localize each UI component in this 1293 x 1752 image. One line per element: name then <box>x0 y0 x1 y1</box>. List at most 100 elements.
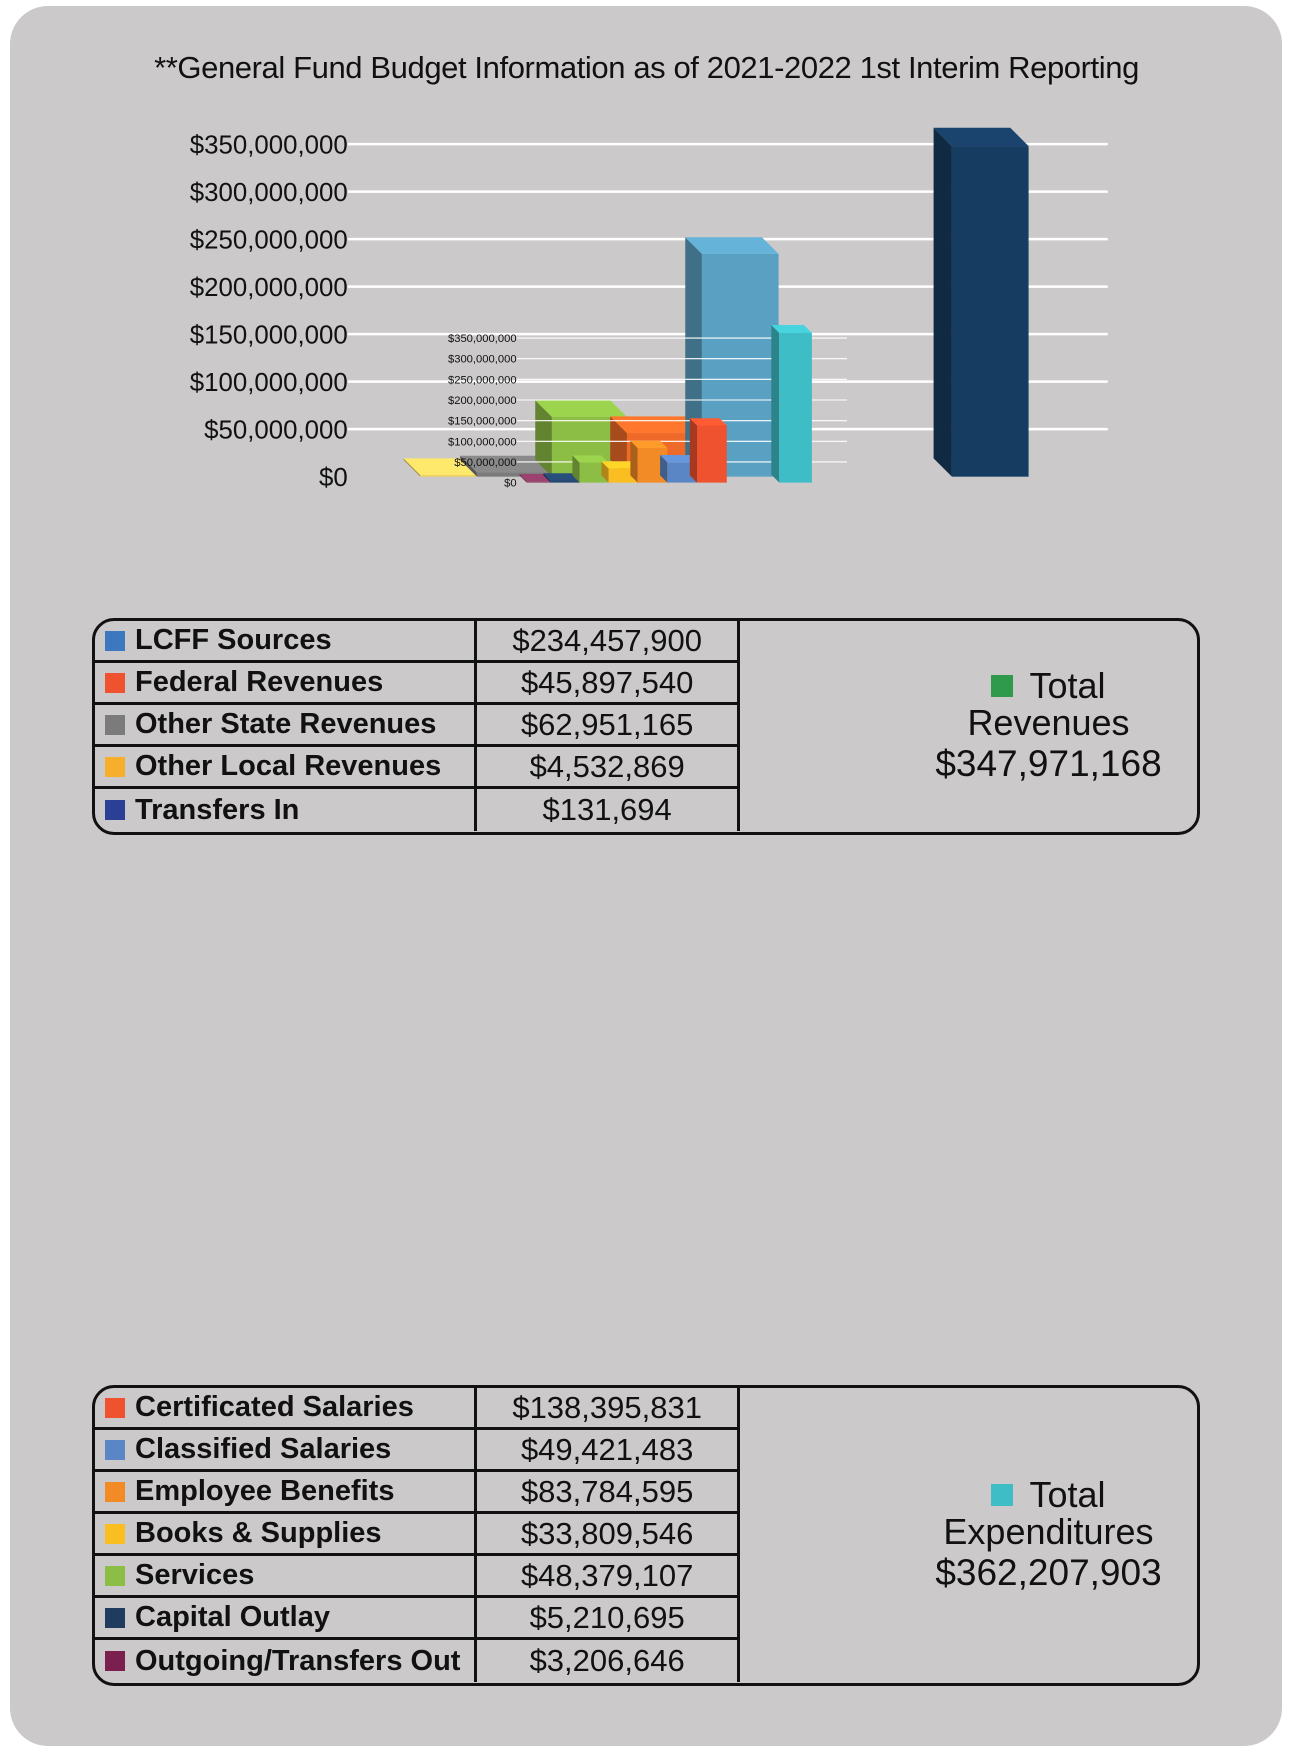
revenues-row-label: Other Local Revenues <box>135 750 442 782</box>
bar-front-face <box>526 481 551 483</box>
bar-front-face <box>951 146 1029 477</box>
expenditures-row-label: Certificated Salaries <box>135 1391 414 1423</box>
expenditures-row-label-cell: Certificated Salaries <box>95 1388 478 1427</box>
expenditures-legend-swatch <box>105 1607 125 1628</box>
y-tick-label: $300,000,000 <box>448 354 517 366</box>
bar-total-expenditures <box>771 325 812 483</box>
bar-side-face <box>689 418 698 483</box>
bar-top-face <box>933 127 1029 147</box>
revenues-legend-swatch <box>105 630 125 651</box>
bar-front-face <box>667 462 698 483</box>
y-tick-label: $0 <box>504 478 516 490</box>
total-revenues-value: $347,971,168 <box>935 742 1162 784</box>
revenues-row-value: $45,897,540 <box>477 663 740 702</box>
expenditures-row-label-cell: Classified Salaries <box>95 1430 478 1469</box>
bar-front-face <box>476 472 552 477</box>
bar-top-face <box>535 400 627 417</box>
expenditures-row-label-cell: Books & Supplies <box>95 1514 478 1553</box>
expenditures-rows: Certificated Salaries $138,395,831 Classif… <box>95 1388 740 1682</box>
total-revenues-label-2: Revenues <box>967 701 1130 743</box>
revenues-row-label-cell: Other Local Revenues <box>95 747 478 786</box>
expenditures-row-label: Capital Outlay <box>135 1601 330 1633</box>
revenues-legend-swatch <box>105 714 125 735</box>
total-expenditures-swatch <box>991 1483 1014 1506</box>
bar-top-face <box>543 473 580 481</box>
revenues-row: Other State Revenues $62,951,165 <box>95 705 740 747</box>
total-expenditures-label: Total <box>1029 1473 1106 1515</box>
revenues-row-label: Other State Revenues <box>135 708 437 740</box>
revenues-row-value: $131,694 <box>477 789 740 831</box>
total-expenditures-label-2: Expenditures <box>943 1510 1154 1552</box>
y-tick-label: $250,000,000 <box>190 226 348 254</box>
bar-top-face <box>403 458 477 475</box>
bar-side-face <box>601 461 609 483</box>
bar-side-face <box>519 474 527 483</box>
revenues-row-value: $4,532,869 <box>477 747 740 786</box>
expenditures-row-label-cell: Employee Benefits <box>95 1472 478 1511</box>
revenues-rows: LCFF Sources $234,457,900 Federal Revenues… <box>95 621 740 831</box>
expenditures-legend-swatch <box>105 1523 125 1544</box>
expenditures-row-value: $5,210,695 <box>477 1598 740 1637</box>
revenues-row: Other Local Revenues $4,532,869 <box>95 747 740 789</box>
expenditures-bar-chart: $0 $50,000,000 $100,000,000 $150,000,000 $20… <box>448 325 848 490</box>
bar-side-face <box>685 237 702 477</box>
expenditures-row: Capital Outlay $5,210,695 <box>95 1598 740 1640</box>
bar-top-face <box>689 418 727 426</box>
revenues-legend-swatch <box>105 800 125 820</box>
expenditures-legend-swatch <box>105 1439 125 1460</box>
y-tick-label: $0 <box>319 464 348 492</box>
bar-top-face <box>601 461 638 469</box>
expenditures-row-label: Classified Salaries <box>135 1433 392 1465</box>
page-title: **General Fund Budget Information as of … <box>154 50 1139 85</box>
expenditures-row-value: $83,784,595 <box>477 1472 740 1511</box>
bar-side-face <box>933 127 952 477</box>
revenues-row-label: Federal Revenues <box>135 666 384 698</box>
expenditures-row: Certificated Salaries $138,395,831 <box>95 1388 740 1430</box>
bar-side-face <box>771 325 780 483</box>
bar-side-face <box>543 473 551 483</box>
bar-outgoing-transfers-out <box>519 474 551 483</box>
total-expenditures-value: $362,207,903 <box>935 1551 1162 1593</box>
total-revenues-label: Total <box>1029 664 1106 706</box>
revenues-row-label-cell: Transfers In <box>95 789 478 831</box>
y-tick-label: $250,000,000 <box>448 374 517 386</box>
y-tick-label: $50,000,000 <box>454 457 516 469</box>
revenues-row: LCFF Sources $234,457,900 <box>95 621 740 663</box>
bar-side-face <box>630 440 638 483</box>
budget-card <box>10 6 1282 1746</box>
bar-top-face <box>660 454 698 463</box>
expenditures-row: Outgoing/Transfers Out $3,206,646 <box>95 1640 740 1682</box>
bar-top-face <box>519 474 551 482</box>
revenues-row-label-cell: Federal Revenues <box>95 663 478 702</box>
bar-front-face <box>697 425 727 483</box>
bar-other-local-revenues <box>460 455 552 477</box>
revenues-legend-swatch <box>105 672 125 693</box>
total-expenditures-cell: Total Expenditures $362,207,903 <box>900 1388 1197 1683</box>
revenues-legend-swatch <box>105 756 125 777</box>
bar-side-face <box>460 455 477 477</box>
y-tick-label: $100,000,000 <box>448 436 517 448</box>
bar-front-face <box>550 480 580 483</box>
y-tick-label: $350,000,000 <box>190 131 348 159</box>
bar-side-face <box>403 458 421 477</box>
bar-capital-outlay <box>543 473 580 483</box>
expenditures-row-label: Outgoing/Transfers Out <box>135 1644 461 1677</box>
bar-front-face <box>779 333 812 483</box>
expenditures-row-value: $48,379,107 <box>477 1556 740 1595</box>
bar-side-face <box>535 400 552 477</box>
expenditures-row-value: $138,395,831 <box>477 1388 740 1427</box>
y-tick-label: $150,000,000 <box>448 416 517 428</box>
revenues-row-value: $62,951,165 <box>477 705 740 744</box>
expenditures-row: Classified Salaries $49,421,483 <box>95 1430 740 1472</box>
revenues-row-label: Transfers In <box>135 793 300 826</box>
revenues-table: LCFF Sources $234,457,900 Federal Revenues… <box>92 618 1200 835</box>
bar-top-face <box>630 440 668 449</box>
bar-classified-salaries <box>660 454 698 483</box>
expenditures-row-value: $3,206,646 <box>477 1640 740 1682</box>
expenditures-row-value: $33,809,546 <box>477 1514 740 1553</box>
bar-transfers-in <box>403 458 477 477</box>
total-revenues-swatch <box>991 674 1014 697</box>
expenditures-row-label-cell: Services <box>95 1556 478 1595</box>
expenditures-legend-swatch <box>105 1481 125 1502</box>
bar-front-face <box>420 475 477 477</box>
